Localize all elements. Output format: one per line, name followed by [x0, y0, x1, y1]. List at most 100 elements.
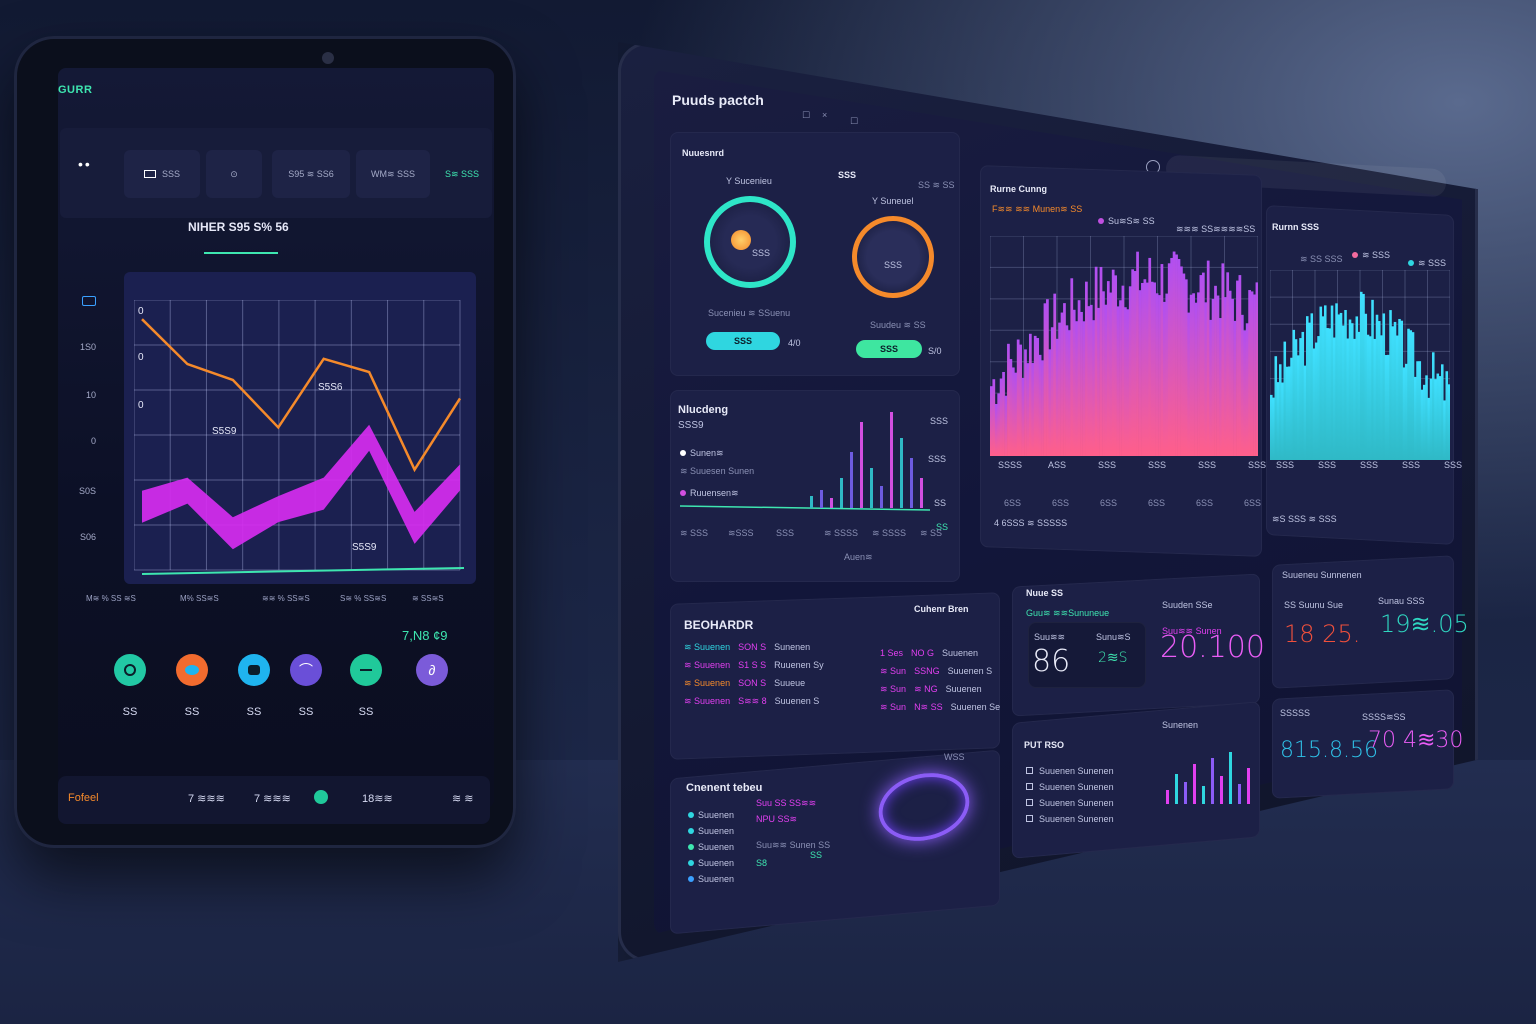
footer-item[interactable]: ≋ ≋: [452, 793, 474, 805]
close-icon[interactable]: ×: [822, 110, 828, 120]
area-bar: [1375, 314, 1379, 460]
category-icon[interactable]: ⌒: [290, 654, 322, 686]
tab-clock[interactable]: ⊙: [206, 150, 262, 198]
category-icon[interactable]: [176, 654, 208, 686]
area-bar: [1321, 316, 1325, 460]
category-icon[interactable]: [350, 654, 382, 686]
area-bar: [1281, 382, 1284, 460]
put-row[interactable]: Suuenen Sunenen: [1026, 782, 1114, 792]
area-bar: [1396, 335, 1399, 460]
x-tick: ≋ SS≋S: [412, 594, 444, 603]
gauge-caption: Sucenieu ≋ SSuenu: [708, 308, 791, 318]
window-button-icon[interactable]: ☐: [802, 110, 811, 120]
list-row[interactable]: ≋ Sun SSNG Suuenen S: [880, 666, 993, 676]
tag-icon[interactable]: [82, 296, 96, 306]
category-icon[interactable]: [238, 654, 270, 686]
area-bar: [1048, 349, 1052, 456]
category-icon[interactable]: [114, 654, 146, 686]
area-bar: [1445, 371, 1449, 460]
list-row[interactable]: ≋ Sun ≋ NG Suuenen: [880, 684, 982, 694]
area-bar: [1036, 338, 1040, 456]
list-row[interactable]: 1 Ses NO G Suuenen: [880, 648, 979, 658]
area-bar: [1253, 294, 1256, 456]
footer-dot-icon: [314, 790, 328, 804]
area-bar: [1136, 251, 1139, 456]
area-bar: [1114, 275, 1117, 456]
area-bar: [1233, 320, 1237, 456]
list-row[interactable]: ≋ Suuenen SON S Suueue: [684, 678, 806, 688]
area-bar: [1019, 344, 1022, 456]
put-row[interactable]: Suuenen Sunenen: [1026, 798, 1114, 808]
area-bar: [1021, 377, 1025, 456]
area-bar: [1197, 292, 1200, 456]
category-icon[interactable]: ∂: [416, 654, 448, 686]
put-row[interactable]: Suuenen Sunenen: [1026, 766, 1114, 776]
area-bar: [1199, 275, 1203, 456]
bar: [810, 496, 813, 508]
footer-brand[interactable]: Fofeel: [68, 792, 99, 804]
area-bar: [1387, 354, 1390, 460]
x-tick: SSS: [1148, 460, 1167, 470]
area-bar: [1201, 272, 1205, 456]
footer-item[interactable]: 7 ≋≋≋: [188, 793, 225, 805]
mini-bar: [1184, 782, 1187, 804]
area-bar: [1315, 342, 1318, 460]
tab-wm[interactable]: WM≋ SSS: [356, 150, 430, 198]
panel-title: Cnenent tebeu: [686, 782, 763, 794]
area-bar: [1162, 301, 1166, 456]
list-row[interactable]: ≋ Sun N≋ SS Suuenen Se: [880, 702, 1001, 712]
tab-right[interactable]: S≋ SSS: [436, 150, 488, 198]
area-bar: [1060, 312, 1064, 456]
kpi-title: SSSSS: [1280, 708, 1311, 718]
area-bar: [1211, 298, 1215, 456]
summary-row[interactable]: Suuenen: [688, 858, 734, 868]
inner-label: 0: [138, 352, 144, 363]
area-bar: [1226, 272, 1230, 456]
area-bar: [1167, 263, 1171, 456]
axis-label: SSS: [928, 454, 947, 464]
panel-title-right: Cuhenr Bren: [914, 604, 969, 614]
tab-stats[interactable]: S95 ≋ SS6: [272, 150, 350, 198]
gauge-value: S/0: [928, 346, 942, 356]
orange-series: [141, 318, 462, 473]
bar: [890, 412, 893, 508]
area-bar: [1238, 275, 1242, 456]
summary-row[interactable]: Suuenen: [688, 842, 734, 852]
list-row[interactable]: ≋ Suuenen SON S Sunenen: [684, 642, 811, 652]
area-bar: [1043, 303, 1047, 456]
list-row[interactable]: ≋ Suuenen S1 S S Ruuenen Sy: [684, 660, 824, 670]
legend-item: ≋ SSS: [1352, 250, 1390, 261]
x-tick: SSS: [1248, 460, 1267, 470]
kpi-value: 815.8.56: [1280, 738, 1378, 763]
put-row[interactable]: Suuenen Sunenen: [1026, 814, 1114, 824]
area-bar: [1148, 257, 1152, 456]
x-tick: M≋ % SS ≋S: [86, 594, 136, 603]
tab-home[interactable]: SSS: [124, 150, 200, 198]
tab-label: S≋ SSS: [444, 168, 480, 179]
summary-row[interactable]: Suuenen: [688, 826, 734, 836]
window-button-icon[interactable]: ☐: [850, 116, 859, 126]
kpi-value: 19≋.05: [1380, 610, 1469, 638]
left-gauge-pill[interactable]: SSS: [706, 332, 780, 350]
list-row[interactable]: ≋ Suuenen S≋≋ 8 Suuenen S: [684, 696, 820, 706]
x-tick: SSS: [776, 528, 795, 538]
area-bar: [1099, 266, 1103, 456]
menu-dots-icon[interactable]: ••: [78, 156, 92, 172]
summary-row[interactable]: Suuenen: [688, 810, 734, 820]
area-bar: [1104, 304, 1108, 456]
x-tick: ≋ SSSS: [872, 528, 907, 538]
gauge-value: 4/0: [788, 338, 801, 348]
area-bar: [1360, 291, 1363, 460]
axis-value: 6SS: [1004, 498, 1022, 508]
magenta-band: [142, 424, 460, 550]
right-gauge-pill[interactable]: SSS: [856, 340, 922, 358]
footer-item[interactable]: 7 ≋≋≋: [254, 793, 291, 805]
area-bar: [1085, 281, 1088, 456]
kpi-value: 2≋S: [1098, 650, 1128, 666]
area-bar: [1274, 356, 1278, 460]
area-bar: [1319, 306, 1323, 460]
inner-label: S5S6: [318, 382, 343, 393]
footer-item[interactable]: 18≋≋: [362, 793, 393, 805]
summary-row[interactable]: Suuenen: [688, 874, 734, 884]
area-bar: [1031, 363, 1035, 456]
